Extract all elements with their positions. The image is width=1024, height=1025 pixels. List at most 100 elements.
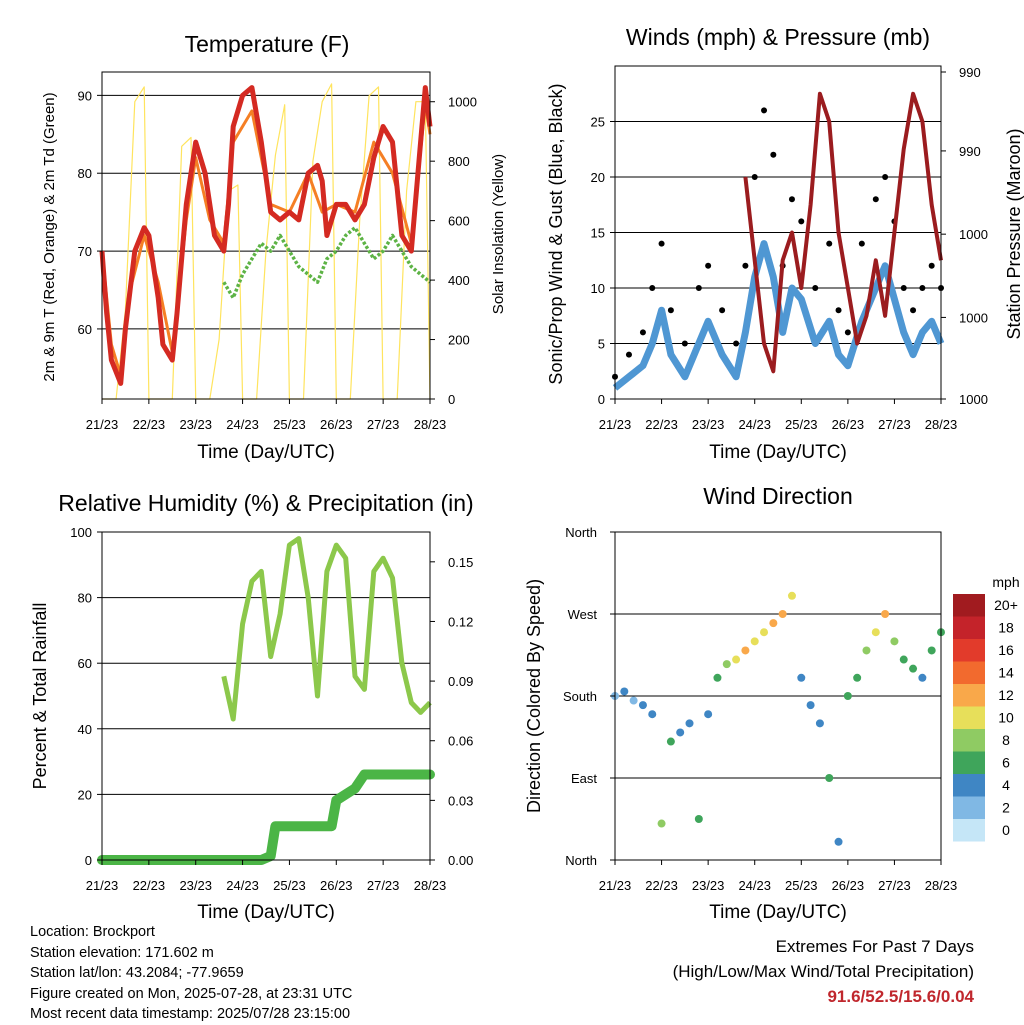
created-text: Figure created on Mon, 2025-07-28, at 23… xyxy=(30,985,353,1002)
winds-x-ticks: 21/23 22/23 23/23 24/23 25/23 26/23 27/23 28/23 xyxy=(599,399,957,432)
legend-swatch xyxy=(953,796,985,819)
gust-point xyxy=(770,151,777,158)
direction-point xyxy=(843,692,852,700)
direction-point xyxy=(685,719,694,728)
direction-point xyxy=(620,687,629,696)
winds-x-label: Time (Day/UTC) xyxy=(709,442,847,463)
direction-point xyxy=(750,637,759,646)
temperature-y-label: 2m & 9m T (Red, Orange) & 2m Td (Green) xyxy=(41,92,58,381)
direction-point xyxy=(806,701,815,710)
gust-point xyxy=(835,307,842,314)
y-tick-label: 60 xyxy=(78,322,92,337)
recent-text: Most recent data timestamp: 2025/07/28 2… xyxy=(30,1006,351,1022)
legend-swatch xyxy=(953,661,985,684)
humidity-panel: Relative Humidity (%) & Precipitation (i… xyxy=(30,490,474,923)
direction-point xyxy=(722,660,731,669)
x-tick-label: 28/23 xyxy=(925,878,958,893)
gust-point xyxy=(928,262,935,269)
gust-point xyxy=(812,285,819,291)
x-tick-label: 24/23 xyxy=(226,417,259,432)
direction-point xyxy=(918,673,927,682)
x-tick-label: 24/23 xyxy=(226,878,259,893)
y-tick-label: South xyxy=(563,689,597,704)
direction-x-label: Time (Day/UTC) xyxy=(709,902,847,923)
humidity-x-label: Time (Day/UTC) xyxy=(197,902,335,923)
gust-point xyxy=(639,329,646,336)
legend-label: 18 xyxy=(998,620,1014,636)
x-tick-label: 22/23 xyxy=(133,417,166,432)
y2-tick-label: 1000 xyxy=(959,392,988,407)
direction-point xyxy=(890,637,899,646)
y-tick-label: 20 xyxy=(78,787,92,802)
gust-point xyxy=(798,218,805,225)
legend-label: 10 xyxy=(998,710,1014,726)
winds-y-label: Sonic/Prop Wind & Gust (Blue, Black) xyxy=(546,83,566,384)
direction-point xyxy=(760,628,769,637)
extremes-subtitle: (High/Low/Max Wind/Total Precipitation) xyxy=(672,962,974,981)
y2-tick-label: 0.06 xyxy=(448,734,473,749)
wind-line xyxy=(612,240,945,391)
direction-point xyxy=(825,774,834,782)
temperature-x-label: Time (Day/UTC) xyxy=(197,442,335,463)
x-tick-label: 22/23 xyxy=(133,878,166,893)
direction-point xyxy=(881,610,890,618)
x-tick-label: 24/23 xyxy=(738,878,771,893)
legend-label: 2 xyxy=(1002,800,1010,816)
humidity-y-label: Percent & Total Rainfall xyxy=(30,603,50,790)
y-tick-label: 70 xyxy=(78,244,92,259)
gust-point xyxy=(919,285,926,291)
y2-tick-label: 1000 xyxy=(959,310,988,325)
direction-point xyxy=(815,719,824,728)
x-tick-label: 28/23 xyxy=(414,417,447,432)
gust-point xyxy=(719,307,726,314)
gust-point xyxy=(872,196,879,203)
x-tick-label: 21/23 xyxy=(599,417,632,432)
x-tick-label: 22/23 xyxy=(645,417,678,432)
temperature-plot-frame xyxy=(101,71,431,400)
elevation-text: Station elevation: 171.602 m xyxy=(30,944,214,961)
temperature-x-ticks: 21/23 22/23 23/23 24/23 25/23 26/23 27/23 28/23 xyxy=(86,399,447,432)
temperature-title: Temperature (F) xyxy=(185,31,350,57)
gust-point xyxy=(900,285,907,291)
y-tick-label: 60 xyxy=(78,656,92,671)
gust-point xyxy=(742,262,749,269)
y-tick-label: 15 xyxy=(591,226,605,241)
direction-y-label: Direction (Colored By Speed) xyxy=(524,579,544,813)
winds-title: Winds (mph) & Pressure (mb) xyxy=(626,24,930,50)
rh-line xyxy=(221,536,432,722)
legend-swatch xyxy=(953,751,985,774)
x-tick-label: 25/23 xyxy=(273,417,306,432)
x-tick-label: 21/23 xyxy=(599,878,632,893)
x-tick-label: 21/23 xyxy=(86,878,119,893)
gust-point xyxy=(788,196,795,203)
direction-series xyxy=(611,591,945,846)
x-tick-label: 24/23 xyxy=(738,417,771,432)
x-tick-label: 23/23 xyxy=(179,417,212,432)
direction-point xyxy=(694,815,703,823)
y2-tick-label: 1000 xyxy=(448,95,477,110)
gust-point xyxy=(751,174,758,180)
y-tick-label: 100 xyxy=(70,525,92,540)
x-tick-label: 26/23 xyxy=(832,417,865,432)
winds-y2-label: Station Pressure (Maroon) xyxy=(1004,128,1024,339)
y2-tick-label: 200 xyxy=(448,333,470,348)
direction-point xyxy=(666,737,675,746)
humidity-y-ticks: 0 20 40 60 80 100 xyxy=(70,525,102,868)
dewpoint-line xyxy=(222,225,432,300)
legend-swatch xyxy=(953,639,985,662)
x-tick-label: 26/23 xyxy=(320,417,353,432)
y2-tick-label: 0.15 xyxy=(448,555,473,570)
winds-panel: Winds (mph) & Pressure (mb) 0 5 10 15 20 25 1… xyxy=(546,24,1024,463)
x-tick-label: 27/23 xyxy=(878,417,911,432)
y2-tick-label: 400 xyxy=(448,273,470,288)
y2-tick-label: 0.00 xyxy=(448,853,473,868)
x-tick-label: 28/23 xyxy=(414,878,447,893)
direction-point xyxy=(657,819,666,828)
y2-tick-label: 0 xyxy=(448,392,455,407)
y2-tick-label: 800 xyxy=(448,154,470,169)
y-tick-label: 0 xyxy=(598,392,605,407)
x-tick-label: 26/23 xyxy=(832,878,865,893)
x-tick-label: 25/23 xyxy=(785,878,818,893)
direction-panel: Wind Direction North East South West North 2… xyxy=(524,483,1020,923)
legend-swatch xyxy=(953,616,985,639)
